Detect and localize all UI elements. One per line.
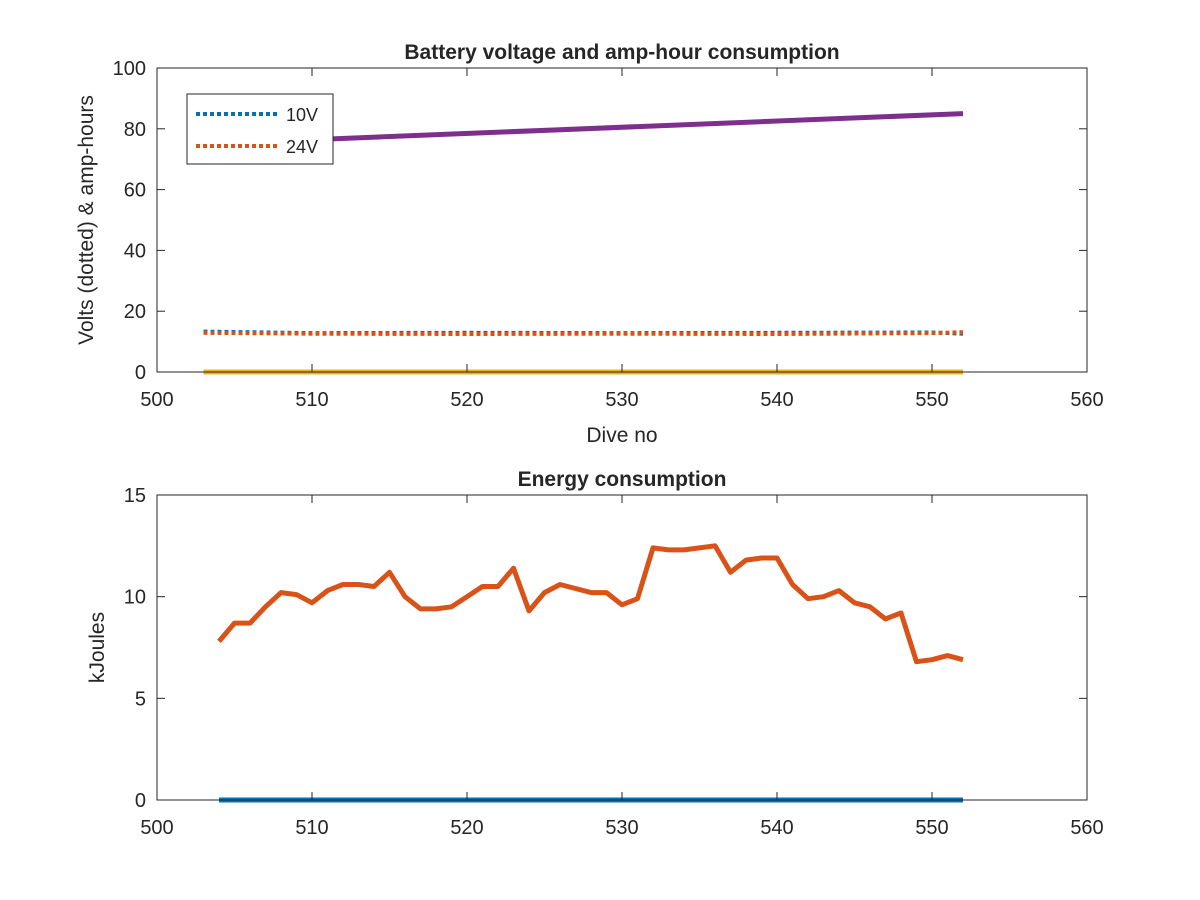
x-tick-label: 500: [140, 817, 173, 839]
y-tick-label: 0: [135, 790, 146, 812]
chart-1: 500 510 520 530 540 550 560 0 20 40 60 80 100 Battery…: [75, 41, 1104, 447]
legend-box: [186, 93, 334, 165]
y-tick-label: 60: [124, 180, 146, 202]
plot-area: [217, 543, 964, 803]
x-tick-label: 560: [1070, 817, 1103, 839]
y-tick-label: 15: [124, 485, 146, 507]
chart-title: Energy consumption: [518, 468, 727, 491]
x-tick-label: 520: [450, 389, 483, 411]
legend: 10V 24V: [186, 93, 334, 165]
x-tick-label: 500: [140, 389, 173, 411]
x-axis-label: Dive no: [586, 424, 657, 447]
y-axis-label: Volts (dotted) & amp-hours: [75, 95, 98, 345]
y-tick-label: 0: [135, 362, 146, 384]
axes-box: [156, 494, 1088, 801]
series-24v-line: [203, 330, 964, 336]
x-tick-label: 560: [1070, 389, 1103, 411]
y-tick-label: 100: [113, 58, 146, 80]
x-tick-label: 510: [295, 389, 328, 411]
x-tick-label: 530: [605, 817, 638, 839]
x-tick-label: 550: [915, 389, 948, 411]
series-2-line: [217, 543, 964, 665]
y-axis-label: kJoules: [86, 612, 109, 683]
legend-label-10v: 10V: [286, 105, 318, 125]
y-tick-label: 10: [124, 587, 146, 609]
x-tick-label: 540: [760, 389, 793, 411]
chart-title: Battery voltage and amp-hour consumption: [404, 41, 839, 64]
y-tick-label: 20: [124, 301, 146, 323]
x-tick-label: 540: [760, 817, 793, 839]
x-tick-label: 520: [450, 817, 483, 839]
y-tick-label: 80: [124, 119, 146, 141]
x-tick-label: 550: [915, 817, 948, 839]
y-tick-label: 40: [124, 240, 146, 262]
y-tick-label: 5: [135, 688, 146, 710]
legend-label-24v: 24V: [286, 137, 318, 157]
x-tick-label: 530: [605, 389, 638, 411]
x-tick-label: 510: [295, 817, 328, 839]
